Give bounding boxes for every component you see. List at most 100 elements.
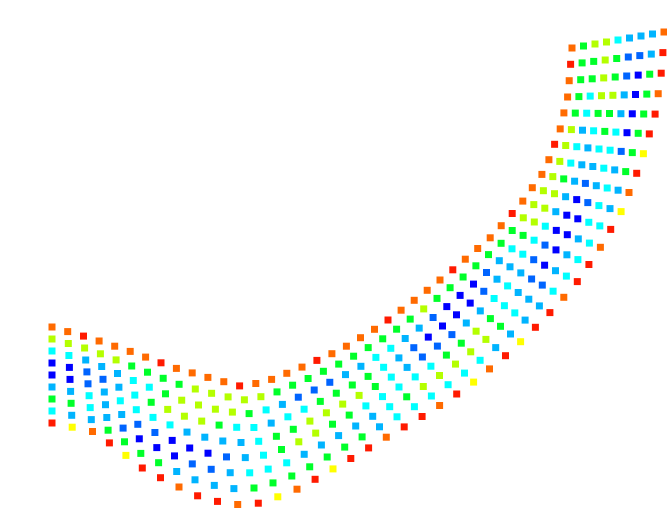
mesh-node — [329, 420, 336, 428]
mesh-node — [208, 389, 216, 397]
mesh-node — [480, 287, 488, 295]
mesh-node — [289, 425, 297, 433]
mesh-node — [68, 423, 76, 431]
mesh-node — [188, 460, 196, 468]
mesh-node — [122, 451, 130, 459]
mesh-node — [175, 380, 183, 388]
mesh-node — [98, 363, 106, 370]
mesh-node — [386, 403, 394, 411]
mesh-node — [48, 347, 56, 355]
mesh-node — [328, 350, 336, 358]
mesh-node — [446, 284, 454, 292]
mesh-node — [395, 383, 403, 391]
mesh-node — [306, 417, 314, 425]
mesh-node — [67, 399, 75, 407]
mesh-node — [538, 170, 546, 178]
mesh-node — [104, 426, 112, 434]
mesh-node — [504, 282, 512, 290]
mesh-node — [573, 278, 581, 286]
mesh-node — [223, 453, 230, 461]
mesh-node — [355, 391, 363, 399]
mesh-node — [637, 32, 645, 40]
mesh-node — [267, 419, 275, 427]
mesh-node — [541, 204, 549, 212]
mesh-node — [530, 201, 538, 209]
mesh-node — [552, 246, 560, 254]
mesh-node — [448, 331, 456, 339]
mesh-node — [549, 287, 557, 295]
mesh-node — [406, 315, 414, 323]
mesh-node — [384, 316, 392, 324]
mesh-node — [514, 289, 522, 296]
mesh-node — [95, 337, 103, 345]
mesh-node — [230, 485, 238, 493]
mesh-node — [628, 149, 636, 157]
mesh-node — [535, 302, 543, 310]
mesh-node — [560, 109, 568, 117]
mesh-node — [495, 257, 503, 265]
mesh-node — [592, 182, 600, 190]
mesh-node — [173, 468, 181, 475]
mesh-node — [546, 309, 554, 317]
mesh-node — [400, 423, 408, 431]
mesh-node — [571, 109, 579, 117]
mesh-node — [530, 256, 538, 264]
mesh-node — [594, 109, 602, 117]
mesh-node — [313, 356, 321, 364]
mesh-node — [433, 342, 441, 350]
mesh-node — [241, 454, 249, 462]
mesh-node — [257, 393, 265, 401]
mesh-node — [606, 205, 614, 213]
mesh-node — [530, 218, 538, 226]
mesh-node — [48, 395, 56, 403]
mesh-node — [497, 322, 504, 330]
mesh-node — [508, 210, 516, 217]
mesh-node — [556, 157, 564, 165]
mesh-node — [214, 497, 221, 505]
mesh-node — [590, 127, 598, 135]
mesh-node — [155, 459, 163, 467]
mesh-node — [601, 56, 609, 64]
mesh-node — [574, 215, 582, 223]
mesh-node — [444, 381, 452, 389]
mesh-node — [350, 352, 358, 360]
mesh-node — [284, 413, 292, 421]
mesh-node — [339, 400, 347, 408]
mesh-node — [560, 293, 568, 301]
mesh-node — [68, 411, 76, 419]
mesh-node — [131, 391, 139, 399]
mesh-node — [403, 363, 411, 371]
mesh-node — [433, 294, 441, 302]
mesh-node — [589, 163, 597, 170]
mesh-node — [596, 222, 604, 230]
mesh-node — [617, 147, 625, 155]
mesh-node — [102, 401, 109, 409]
mesh-node — [64, 328, 72, 336]
mesh-node — [48, 335, 56, 343]
mesh-node — [427, 362, 435, 370]
mesh-node — [293, 485, 301, 493]
mesh-node — [410, 296, 418, 304]
mesh-node — [204, 449, 212, 457]
mesh-node — [85, 392, 93, 400]
mesh-node — [289, 381, 297, 389]
mesh-node — [603, 38, 610, 46]
mesh-node — [482, 335, 490, 343]
mesh-node — [168, 436, 176, 444]
mesh-node — [461, 255, 469, 263]
mesh-node — [420, 305, 428, 313]
mesh-node — [278, 400, 286, 408]
mesh-node — [611, 73, 619, 81]
mesh-node — [147, 398, 155, 406]
mesh-node — [153, 444, 161, 452]
mesh-node — [578, 59, 586, 67]
mesh-node — [585, 261, 593, 268]
mesh-node — [415, 324, 423, 332]
mesh-node — [207, 465, 215, 473]
mesh-node — [198, 417, 206, 425]
mesh-node — [578, 161, 586, 169]
mesh-node — [171, 452, 178, 460]
mesh-node — [436, 276, 444, 284]
mesh-node — [457, 339, 465, 347]
